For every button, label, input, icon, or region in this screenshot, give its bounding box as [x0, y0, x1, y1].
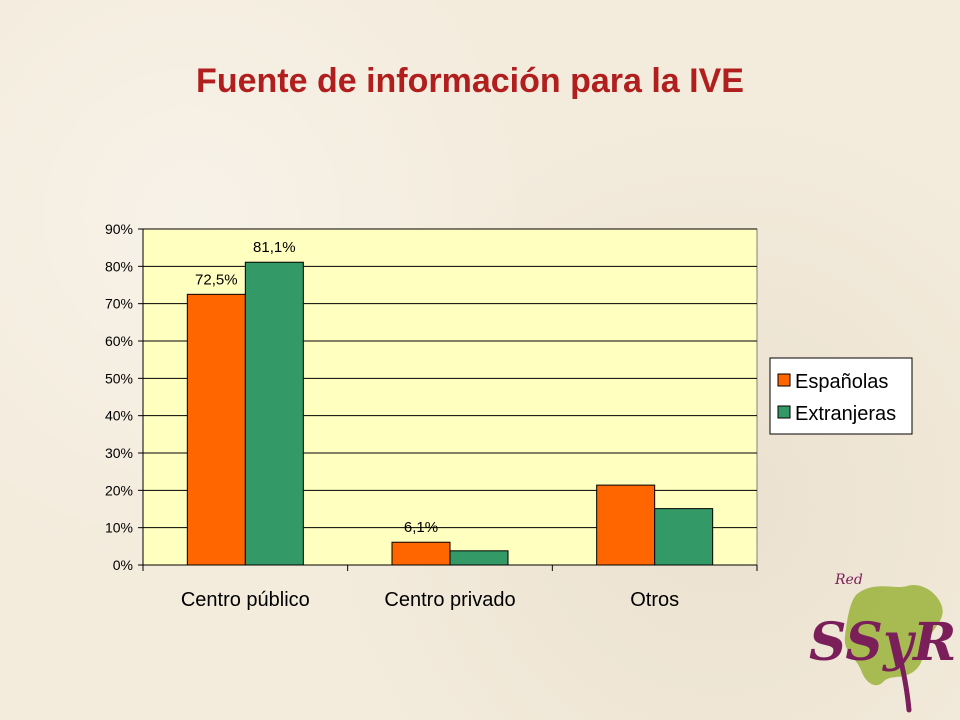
legend-swatch	[777, 405, 791, 419]
logo-label-main: SSyR	[809, 612, 955, 673]
y-tick-label: 0%	[113, 557, 133, 573]
bar	[654, 508, 714, 566]
bar	[596, 484, 656, 566]
y-tick-label: 50%	[105, 370, 133, 386]
legend-label: Extranjeras	[795, 403, 896, 425]
bar	[449, 550, 509, 566]
y-tick-label: 60%	[105, 333, 133, 349]
legend-swatch	[777, 373, 791, 387]
y-tick-label: 80%	[105, 258, 133, 274]
bar	[244, 261, 304, 566]
logo-map-shape	[844, 584, 943, 686]
y-tick-label: 90%	[105, 221, 133, 237]
data-label: 6,1%	[404, 519, 438, 536]
legend	[769, 357, 913, 435]
data-label: 72,5%	[195, 271, 238, 288]
y-tick-label: 30%	[105, 445, 133, 461]
y-tick-label: 10%	[105, 520, 133, 536]
y-tick-label: 40%	[105, 408, 133, 424]
x-tick-label: Centro privado	[384, 589, 515, 611]
x-tick-label: Otros	[630, 589, 679, 611]
legend-label: Españolas	[795, 371, 888, 393]
data-label: 81,1%	[253, 239, 296, 256]
y-tick-label: 20%	[105, 482, 133, 498]
logo: Red SSyR	[809, 572, 955, 713]
logo-stroke	[896, 649, 912, 713]
bar	[391, 541, 451, 566]
y-tick-label: 70%	[105, 296, 133, 312]
slide-title: Fuente de información para la IVE	[196, 62, 744, 100]
bar	[186, 293, 246, 566]
x-tick-label: Centro público	[181, 589, 310, 611]
logo-label-small: Red	[834, 572, 863, 588]
